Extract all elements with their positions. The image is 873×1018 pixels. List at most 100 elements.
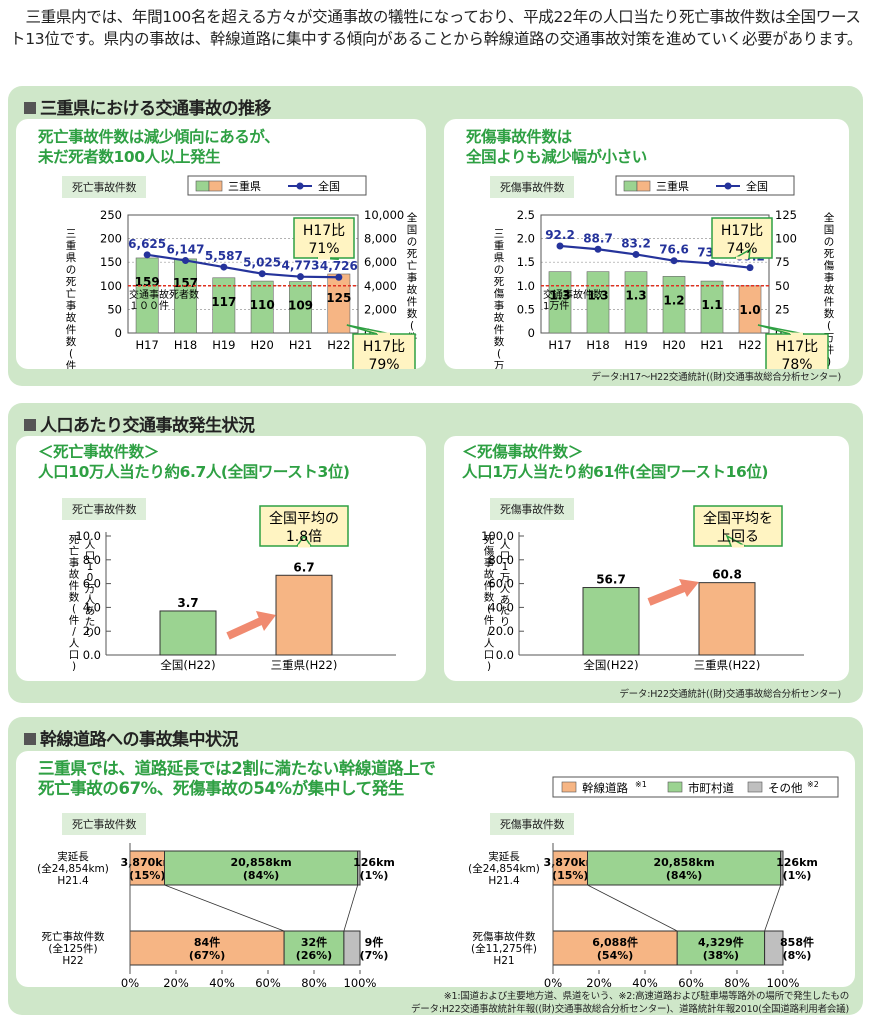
line-series bbox=[559, 244, 751, 269]
svg-text:県: 県 bbox=[66, 252, 77, 264]
x-tick-label: H17 bbox=[548, 338, 571, 352]
svg-text:事: 事 bbox=[484, 556, 495, 569]
source-note: データ:H17～H22交通統計((財)交通事故総合分析センター) bbox=[591, 372, 841, 383]
line-value-label: 4,726 bbox=[320, 259, 358, 273]
x-tick-label: 60% bbox=[255, 976, 281, 987]
svg-text:人: 人 bbox=[500, 583, 511, 595]
svg-text:数: 数 bbox=[494, 335, 505, 348]
svg-text:万: 万 bbox=[500, 572, 511, 584]
row-label: 実延長 bbox=[488, 850, 520, 863]
stacked-segment bbox=[164, 850, 359, 886]
x-tick-label: H19 bbox=[212, 338, 235, 352]
svg-text:あ: あ bbox=[85, 605, 96, 617]
heading-line: 死亡事故件数は減少傾向にあるが、 bbox=[38, 128, 280, 146]
y-tick-left: 250 bbox=[100, 208, 122, 222]
svg-text:の: の bbox=[66, 264, 77, 276]
injury-per-capita-chart: 0.0 20.0 40.0 60.0 80.0 100.0 56.7 全国(H22) 60.8 三… bbox=[481, 505, 804, 673]
svg-text:(: ( bbox=[69, 348, 73, 360]
y-tick-left: 2.5 bbox=[517, 208, 535, 222]
svg-text:口: 口 bbox=[484, 649, 495, 661]
svg-text:全: 全 bbox=[824, 211, 835, 224]
legend-box bbox=[552, 776, 839, 798]
card-heading: ＜死傷事故件数＞ 人口1万人当たり約61件(全国ワースト16位) bbox=[462, 442, 769, 482]
line-value-label: 92.2 bbox=[545, 228, 575, 242]
bar-value-label: 109 bbox=[288, 299, 313, 313]
y-tick-label: 80.0 bbox=[488, 553, 514, 567]
heading-line: 人口1万人当たり約61件(全国ワースト16位) bbox=[462, 463, 769, 481]
heading-line: 死亡事故の67%、死傷事故の54%が集中して発生 bbox=[38, 779, 404, 798]
chart-tag: 死亡事故件数 bbox=[62, 813, 147, 835]
section-title: 人口あたり交通事故発生状況 bbox=[24, 411, 255, 436]
svg-text:事: 事 bbox=[407, 271, 418, 284]
y-tick-right: 25 bbox=[775, 302, 790, 316]
reference-label: １００件 bbox=[129, 300, 169, 312]
bar bbox=[738, 285, 762, 334]
svg-text:/: / bbox=[72, 626, 76, 638]
legend-point bbox=[724, 182, 732, 190]
svg-text:事: 事 bbox=[824, 271, 835, 284]
callout-top-box bbox=[293, 217, 355, 259]
reference-label: 交通事故死者数 bbox=[129, 288, 199, 301]
row-label: H21.4 bbox=[488, 875, 520, 887]
svg-text:人: 人 bbox=[85, 594, 96, 606]
svg-text:万: 万 bbox=[85, 583, 96, 595]
svg-text:数: 数 bbox=[824, 307, 835, 320]
x-tick-label: 60% bbox=[678, 976, 704, 987]
svg-text:た: た bbox=[500, 605, 511, 617]
card-heading: 死傷事故件数は 全国よりも減少幅が小さい bbox=[466, 127, 647, 167]
line-point bbox=[220, 263, 228, 271]
bar-value-label: 125 bbox=[326, 291, 351, 305]
arterial-chart: 幹線道路 市町村道 その他※1 ※2実延長(全24,854km)H21.43,870k… bbox=[37, 776, 839, 987]
legend-label: 幹線道路 bbox=[582, 781, 628, 795]
legend-swatch-green bbox=[195, 180, 210, 192]
segment-label: (7%) bbox=[360, 949, 389, 962]
segment-label: 3,870km bbox=[543, 856, 597, 869]
bar-value-label: 1.2 bbox=[663, 293, 684, 307]
bar-value-label: 3.7 bbox=[177, 596, 198, 610]
svg-text:1: 1 bbox=[87, 561, 94, 573]
y-tick-left: 0.5 bbox=[517, 302, 535, 316]
svg-text:): ) bbox=[72, 661, 76, 673]
row-label: (全11,275件) bbox=[471, 942, 537, 955]
svg-text:故: 故 bbox=[66, 311, 77, 324]
y-tick-left: 2.0 bbox=[517, 232, 535, 246]
heading-line: 人口10万人当たり約6.7人(全国ワースト3位) bbox=[38, 463, 350, 481]
heading-line: 三重県では、道路延長では2割に満たない幹線道路上で bbox=[38, 759, 436, 778]
line-point bbox=[297, 273, 304, 281]
svg-text:三: 三 bbox=[66, 228, 77, 240]
y-tick-left: 50 bbox=[107, 302, 122, 316]
section-trend: 三重県における交通事故の推移 死亡事故件数は減少傾向にあるが、 未だ死者数100… bbox=[8, 86, 863, 386]
legend-swatch-green bbox=[623, 180, 638, 192]
stacked-segment bbox=[357, 850, 361, 886]
svg-text:亡: 亡 bbox=[69, 545, 80, 558]
svg-text:(: ( bbox=[497, 348, 501, 360]
connector-line bbox=[764, 884, 782, 932]
fatal-per-capita-chart: 0.0 2.0 4.0 6.0 8.0 10.0 3.7 全国(H22) 6.7 三重県(H22)… bbox=[69, 505, 396, 673]
heading-line: ＜死亡事故件数＞ bbox=[38, 443, 159, 461]
stacked-segment bbox=[780, 850, 784, 886]
heading-line: 全国よりも減少幅が小さい bbox=[466, 148, 647, 166]
y-tick-label: 2.0 bbox=[83, 624, 101, 638]
segment-label: 20,858km bbox=[653, 856, 714, 869]
y-tick-label: 0.0 bbox=[83, 648, 101, 662]
legend-label: 全国 bbox=[746, 179, 768, 193]
stacked-segment bbox=[676, 930, 766, 966]
svg-text:故: 故 bbox=[494, 311, 505, 324]
callout-bottom-text: 79% bbox=[368, 357, 399, 369]
svg-text:口: 口 bbox=[69, 649, 80, 661]
plot-frame bbox=[540, 214, 770, 334]
footnote: ※1:国道および主要地方道、県道をいう、※2:高速道路および駐車場等路外の場所で… bbox=[411, 990, 849, 1016]
svg-text:件: 件 bbox=[484, 580, 495, 592]
bar bbox=[700, 280, 724, 334]
segment-label: 9件 bbox=[365, 935, 384, 949]
svg-text:の: の bbox=[824, 236, 835, 248]
x-tick-label: 80% bbox=[724, 976, 750, 987]
svg-text:国: 国 bbox=[407, 224, 418, 236]
y-axis-title: 死亡事故件数(件/人口) bbox=[69, 534, 80, 673]
bar-value-label: 1.3 bbox=[549, 289, 570, 303]
svg-text:国: 国 bbox=[824, 224, 835, 236]
svg-text:件: 件 bbox=[407, 296, 418, 308]
svg-text:0: 0 bbox=[87, 572, 94, 584]
